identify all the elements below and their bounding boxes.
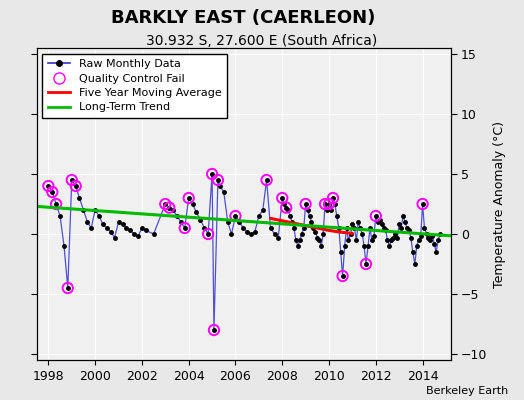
Point bbox=[165, 204, 173, 211]
Point bbox=[52, 201, 60, 207]
Point bbox=[214, 177, 222, 183]
Point bbox=[44, 183, 52, 189]
Point bbox=[278, 195, 287, 201]
Point bbox=[68, 177, 76, 183]
Y-axis label: Temperature Anomaly (°C): Temperature Anomaly (°C) bbox=[493, 120, 506, 288]
Point bbox=[301, 201, 310, 207]
Point bbox=[181, 225, 189, 231]
Point bbox=[372, 213, 380, 219]
Point bbox=[204, 231, 212, 237]
Point bbox=[161, 201, 169, 207]
Point bbox=[339, 273, 347, 279]
Point bbox=[321, 201, 329, 207]
Point bbox=[210, 327, 218, 333]
Point bbox=[325, 201, 333, 207]
Text: Berkeley Earth: Berkeley Earth bbox=[426, 386, 508, 396]
Point bbox=[48, 189, 57, 195]
Point bbox=[231, 213, 239, 219]
Point bbox=[282, 204, 290, 211]
Point bbox=[329, 195, 337, 201]
Text: 30.932 S, 27.600 E (South Africa): 30.932 S, 27.600 E (South Africa) bbox=[146, 34, 378, 48]
Point bbox=[208, 171, 216, 177]
Point bbox=[362, 261, 370, 267]
Title: BARKLY EAST (CAERLEON): BARKLY EAST (CAERLEON) bbox=[112, 9, 376, 27]
Legend: Raw Monthly Data, Quality Control Fail, Five Year Moving Average, Long-Term Tren: Raw Monthly Data, Quality Control Fail, … bbox=[42, 54, 227, 118]
Point bbox=[418, 201, 427, 207]
Point bbox=[72, 183, 80, 189]
Point bbox=[263, 177, 271, 183]
Point bbox=[184, 195, 193, 201]
Point bbox=[63, 285, 72, 291]
